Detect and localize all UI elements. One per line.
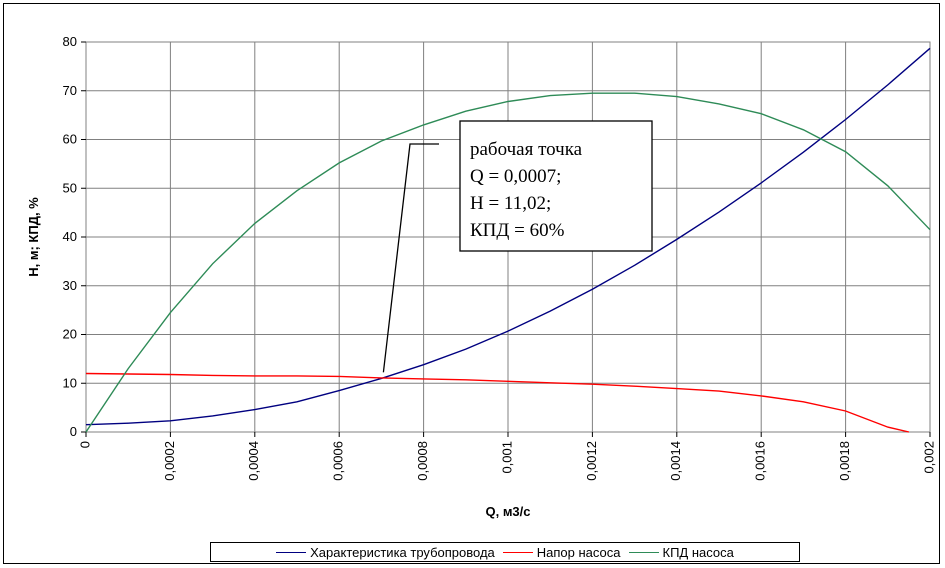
y-tick-label: 60 — [63, 132, 77, 147]
legend-swatch — [502, 551, 533, 553]
series-line-1 — [85, 47, 931, 426]
y-tick-label: 70 — [63, 83, 77, 98]
legend-item-2: Напор насоса — [502, 544, 621, 560]
x-axis-title: Q, м3/с — [485, 504, 530, 519]
y-tick-label: 40 — [63, 229, 77, 244]
x-tick-label: 0,0008 — [415, 441, 430, 481]
x-tick-label: 0,0016 — [753, 441, 768, 481]
y-tick-label: 0 — [70, 424, 77, 439]
legend-label: КПД насоса — [662, 544, 734, 560]
x-tick-label: 0,0002 — [162, 441, 177, 481]
legend: Характеристика трубопровода Напор насоса К… — [210, 542, 800, 562]
annotation-line: Q = 0,0007; — [470, 166, 561, 187]
y-tick-label: 80 — [63, 34, 77, 49]
annotation-leader — [382, 143, 439, 373]
x-tick-label: 0,0012 — [584, 441, 599, 481]
series-line-3 — [85, 92, 931, 433]
series-group — [85, 47, 931, 433]
x-ticks: 0 0,0002 0,0004 0,0006 0,0008 0,001 0,0012 0,00… — [77, 432, 936, 481]
legend-swatch — [276, 551, 307, 553]
x-tick-label: 0,001 — [499, 441, 514, 474]
x-tick-label: 0,0014 — [668, 441, 683, 481]
legend-swatch — [628, 551, 659, 553]
x-tick-label: 0 — [77, 441, 92, 448]
y-axis-title: Н, м; КПД, % — [26, 197, 41, 277]
legend-label: Характеристика трубопровода — [310, 544, 495, 560]
chart-frame — [3, 3, 940, 564]
y-ticks: 0 10 20 30 40 50 60 70 80 — [63, 34, 86, 439]
y-tick-label: 50 — [63, 180, 77, 195]
y-tick-label: 20 — [63, 327, 77, 342]
x-tick-label: 0,002 — [921, 441, 936, 474]
y-tick-label: 30 — [63, 278, 77, 293]
y-tick-label: 10 — [63, 375, 77, 390]
annotation-line: H = 11,02; — [470, 193, 551, 214]
annotation: рабочая точка Q = 0,0007; H = 11,02; КПД = … — [382, 120, 653, 373]
annotation-line: рабочая точка — [470, 139, 583, 160]
legend-label: Напор насоса — [536, 544, 621, 560]
x-tick-label: 0,0004 — [246, 441, 261, 481]
series-line-2 — [85, 372, 910, 433]
x-tick-label: 0,0018 — [837, 441, 852, 481]
annotation-line: КПД = 60% — [470, 220, 565, 241]
legend-item-3: КПД насоса — [628, 544, 734, 560]
x-tick-label: 0,0006 — [331, 441, 346, 481]
annotation-box — [459, 120, 653, 252]
legend-item-1: Характеристика трубопровода — [276, 545, 495, 560]
